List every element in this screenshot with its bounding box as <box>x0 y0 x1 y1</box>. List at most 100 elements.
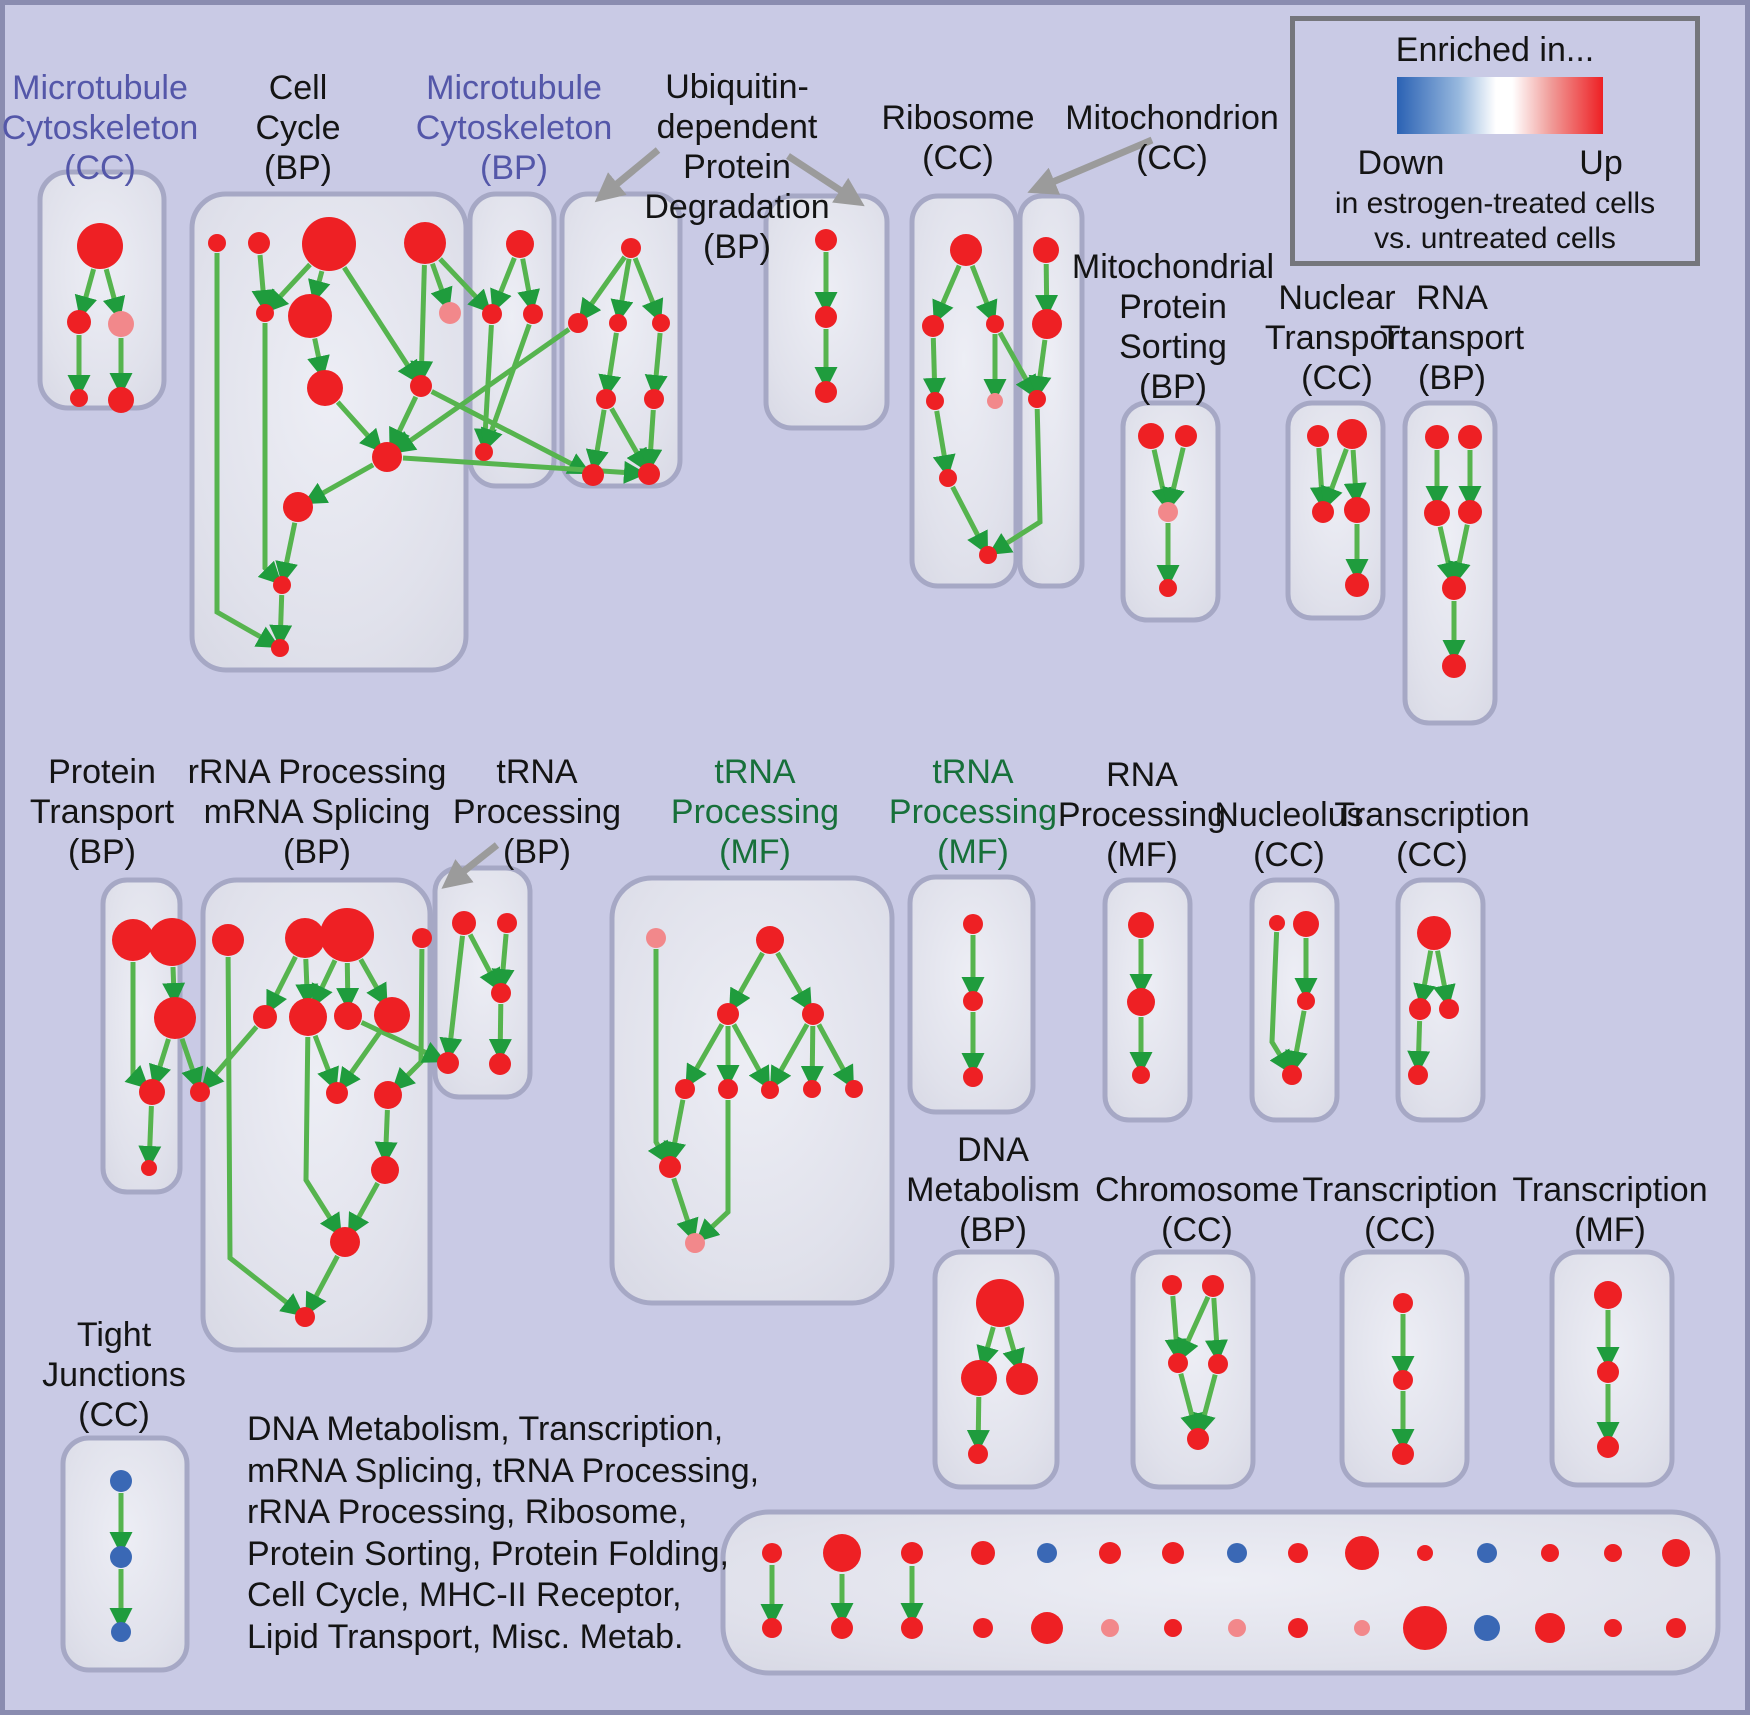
edge-nt2-nt4 <box>1343 449 1367 507</box>
go-node-nt4 <box>1344 497 1370 523</box>
isolated-nodes <box>760 1534 1690 1650</box>
go-node-m2 <box>289 998 327 1036</box>
go-node-g3 <box>717 1003 739 1025</box>
edge-mb3-mb4 <box>480 323 532 453</box>
go-node-ms4 <box>1159 579 1177 597</box>
edge-cc4-cc9 <box>410 264 434 384</box>
edge-ub1-ub4 <box>632 257 664 323</box>
isolated-node <box>1031 1612 1063 1644</box>
edge-dm1-dm3 <box>1002 1326 1025 1373</box>
go-node-o1 <box>1417 916 1451 950</box>
edge-cc9-cc10 <box>389 395 419 452</box>
go-node-mi3 <box>1028 390 1046 408</box>
isolated-node <box>1535 1613 1565 1643</box>
legend-up-label: Up <box>1579 144 1623 182</box>
go-node-rp1 <box>1128 912 1154 938</box>
isolated-node <box>1288 1618 1308 1638</box>
edge-ub1-ub3 <box>610 258 634 324</box>
go-node-nt2 <box>1337 419 1367 449</box>
go-node-ch4 <box>1208 1354 1228 1374</box>
go-node-rp3 <box>1132 1066 1150 1084</box>
isolated-node <box>901 1617 923 1639</box>
edge-rb1-rb3 <box>969 264 998 325</box>
go-node-x3 <box>1392 1443 1414 1465</box>
go-node-cc8 <box>307 370 343 406</box>
go-node-rb4 <box>926 392 944 410</box>
edge-rb2-rb4 <box>922 337 946 401</box>
go-node-g10 <box>659 1156 681 1178</box>
edge-m2-b1 <box>312 1034 339 1092</box>
edge-ms2-ms3 <box>1162 447 1186 512</box>
go-node-th1 <box>963 914 983 934</box>
edge-rb1-rb2 <box>932 264 962 325</box>
go-node-tb1 <box>452 911 476 935</box>
go-node-mi2 <box>1032 309 1062 339</box>
isolated-node <box>1604 1619 1622 1637</box>
cluster-box-dna-metabolism <box>932 1249 1060 1490</box>
go-node-ub6 <box>644 389 664 409</box>
go-node-cc9 <box>410 375 432 397</box>
edge-ub1-ub2 <box>578 255 627 323</box>
edge-nu3-nu4 <box>1285 1010 1308 1075</box>
edge-m1-q0 <box>200 1025 259 1092</box>
go-node-pt5 <box>141 1160 157 1176</box>
edge-ch2-ch4 <box>1205 1297 1228 1363</box>
edges <box>67 252 1620 1631</box>
edge-ub6-ub8 <box>639 409 663 472</box>
go-node-nu2 <box>1293 911 1319 937</box>
edge-cc9-ub7 <box>430 389 592 475</box>
edge-dm2-dm4 <box>966 1396 990 1453</box>
edge-g3-g7 <box>731 1023 770 1091</box>
go-node-o4 <box>1408 1065 1428 1085</box>
go-nodes <box>67 217 1622 1642</box>
isolated-node <box>971 1541 995 1565</box>
go-node-g1 <box>646 928 666 948</box>
edge-t3-m4 <box>358 958 388 1008</box>
go-node-rt3 <box>1424 500 1450 526</box>
edge-g1-g10 <box>647 949 670 1166</box>
go-node-mb1 <box>506 230 534 258</box>
go-node-x1 <box>1393 1293 1413 1313</box>
isolated-node <box>831 1617 853 1639</box>
isolated-node <box>1099 1542 1121 1564</box>
go-node-nt3 <box>1312 501 1334 523</box>
go-node-rt1 <box>1425 425 1449 449</box>
go-node-ms2 <box>1175 425 1197 447</box>
edge-m4-b1 <box>338 1029 384 1092</box>
legend-box: Enriched in... Down Up in estrogen-treat… <box>1290 16 1700 266</box>
isolated-node <box>1227 1543 1247 1563</box>
go-node-a1 <box>77 223 123 269</box>
go-node-y3 <box>1597 1436 1619 1458</box>
edge-cc3-cc6 <box>308 270 331 304</box>
edge-rt3-rt5 <box>1437 526 1460 586</box>
go-node-j1 <box>110 1470 132 1492</box>
go-node-th2 <box>963 991 983 1011</box>
edge-ch2-ch3 <box>1177 1295 1211 1363</box>
go-node-a4 <box>70 389 88 407</box>
isolated-node <box>762 1618 782 1638</box>
go-node-g11 <box>685 1233 705 1253</box>
edge-ms1-ms3 <box>1151 449 1174 512</box>
go-node-ub7 <box>582 464 604 486</box>
edge-cc10-cc11 <box>303 462 375 505</box>
edge-mb2-mb4 <box>473 324 497 452</box>
go-node-g9 <box>845 1080 863 1098</box>
pointer-arrow-0 <box>594 147 661 203</box>
edge-cc11-cc12 <box>275 522 298 585</box>
edge-cc6-cc8 <box>307 337 330 380</box>
isolated-node <box>901 1542 923 1564</box>
go-node-ch1 <box>1162 1275 1182 1295</box>
go-node-t3 <box>320 908 374 962</box>
isolated-node <box>1037 1543 1057 1563</box>
go-node-cc13 <box>271 639 289 657</box>
edge-tb2-tb3 <box>491 933 515 993</box>
edge-rb4-rb6 <box>932 410 956 479</box>
go-node-cc4 <box>404 222 446 264</box>
edge-t2-m1 <box>266 955 298 1015</box>
go-node-cc10 <box>372 442 402 472</box>
go-node-cc5 <box>256 304 274 322</box>
edge-g5-g10 <box>663 1099 687 1166</box>
isolated-node <box>1477 1543 1497 1563</box>
go-node-v3 <box>815 381 837 403</box>
edge-d1-e1 <box>305 1254 340 1317</box>
